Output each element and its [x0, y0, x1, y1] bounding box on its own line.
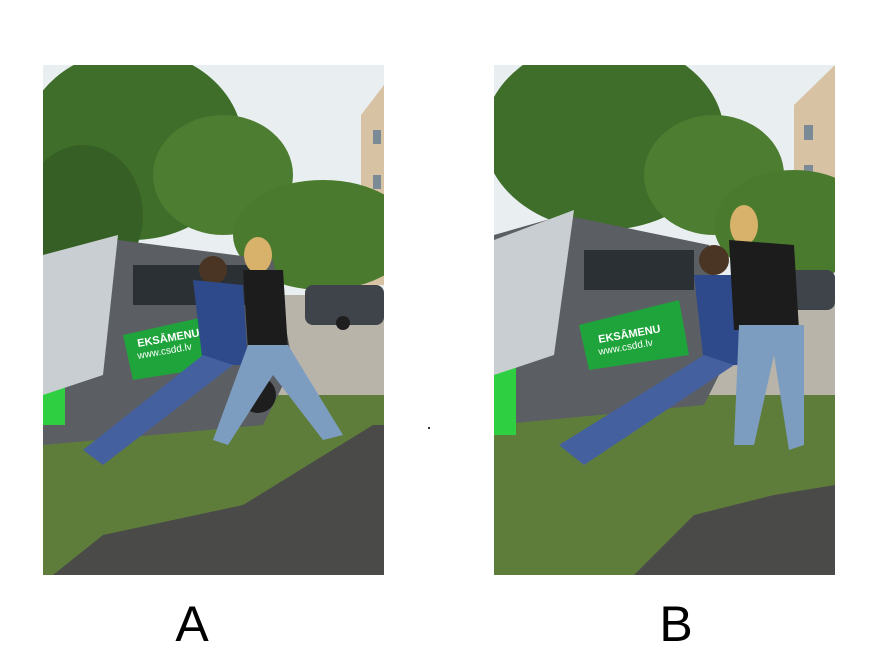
panel-a-label: A: [175, 596, 209, 652]
photo-a: EKSĀMENU www.csdd.lv: [43, 65, 384, 575]
stray-dot: [428, 427, 430, 429]
photo-b: EKSĀMENU www.csdd.lv: [494, 65, 835, 575]
panel-b-label: B: [659, 596, 693, 652]
